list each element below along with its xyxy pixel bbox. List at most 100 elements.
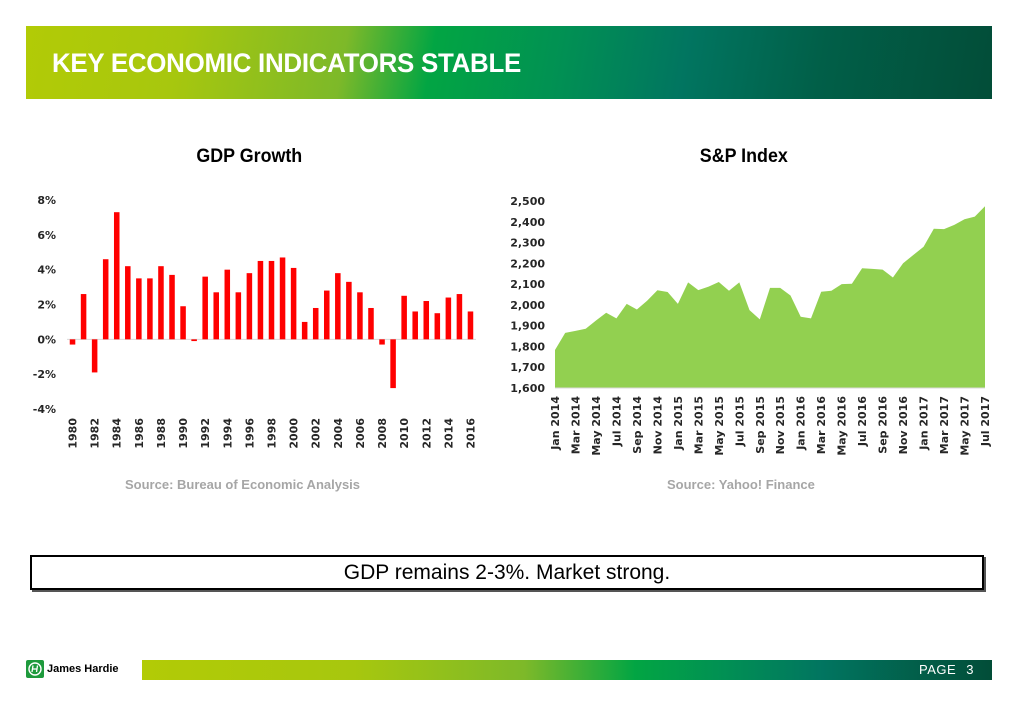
sp-x-tick-label: May 2015 bbox=[713, 396, 726, 456]
summary-text: GDP remains 2-3%. Market strong. bbox=[343, 560, 671, 584]
gdp-y-tick-label: -2% bbox=[33, 368, 56, 381]
sp-y-tick-label: 1,800 bbox=[510, 340, 545, 353]
brand-name: James Hardie bbox=[47, 663, 119, 675]
sp-x-tick-label: Sep 2014 bbox=[631, 396, 644, 454]
gdp-y-tick-label: 0% bbox=[37, 333, 56, 346]
gdp-x-tick-label: 1988 bbox=[155, 418, 168, 449]
gdp-bar-1993 bbox=[213, 292, 219, 340]
gdp-x-tick-label: 2012 bbox=[420, 418, 433, 449]
gdp-bar-2001 bbox=[301, 321, 308, 340]
gdp-bar-2005 bbox=[346, 281, 352, 340]
sp-x-tick-label: Nov 2016 bbox=[897, 396, 910, 455]
gdp-chart-title: GDP Growth bbox=[196, 146, 303, 167]
gdp-bar-1986 bbox=[136, 278, 142, 340]
sp-x-tick-label: Sep 2015 bbox=[754, 396, 767, 454]
gdp-x-tick-label: 2010 bbox=[398, 418, 411, 449]
gdp-bar-2015 bbox=[456, 294, 463, 340]
gdp-x-tick-label: 2000 bbox=[288, 418, 301, 449]
sp-x-tick-label: Mar 2015 bbox=[692, 396, 705, 454]
sp-x-tick-label: Jul 2016 bbox=[856, 396, 869, 447]
sp-area-series bbox=[555, 206, 985, 388]
gdp-bar-2009 bbox=[390, 339, 396, 389]
gdp-bar-1985 bbox=[125, 266, 131, 340]
sp-x-tick-label: Nov 2014 bbox=[651, 396, 664, 455]
sp-y-tick-label: 2,300 bbox=[510, 237, 545, 250]
gdp-bar-1989 bbox=[169, 274, 175, 340]
gdp-x-tick-label: 2004 bbox=[332, 418, 345, 449]
gdp-y-tick-label: 4% bbox=[37, 264, 56, 277]
gdp-bar-1998 bbox=[268, 260, 275, 340]
sp-x-tick-label: Mar 2016 bbox=[815, 396, 828, 455]
sp-y-tick-label: 1,900 bbox=[510, 320, 545, 333]
gdp-x-tick-label: 2014 bbox=[442, 418, 455, 449]
gdp-bar-2011 bbox=[412, 311, 418, 340]
sp-y-tick-label: 2,500 bbox=[510, 195, 545, 208]
gdp-bar-2000 bbox=[290, 267, 297, 340]
gdp-x-tick-label: 1996 bbox=[243, 418, 256, 449]
sp-x-tick-label: Mar 2017 bbox=[938, 396, 951, 454]
sp-x-tick-label: Jan 2014 bbox=[549, 396, 562, 451]
gdp-x-tick-label: 1986 bbox=[133, 418, 146, 449]
gdp-bar-1987 bbox=[147, 278, 153, 340]
gdp-bar-2008 bbox=[379, 339, 385, 345]
gdp-bar-2016 bbox=[467, 311, 474, 340]
gdp-x-tick-label: 1998 bbox=[266, 418, 279, 449]
sp-x-tick-label: Jan 2017 bbox=[918, 396, 931, 451]
gdp-y-tick-label: 6% bbox=[37, 229, 56, 242]
gdp-bar-2002 bbox=[312, 307, 319, 340]
gdp-bar-1983 bbox=[102, 259, 109, 340]
sp-chart-title: S&P Index bbox=[699, 146, 788, 167]
sp-y-tick-label: 2,400 bbox=[510, 216, 545, 229]
gdp-bar-2003 bbox=[324, 290, 330, 340]
sp-y-tick-label: 2,100 bbox=[510, 278, 545, 291]
gdp-y-tick-label: 8% bbox=[37, 194, 56, 207]
james-hardie-logo: James Hardie bbox=[26, 660, 119, 678]
page-number: PAGE 3 bbox=[918, 662, 974, 677]
gdp-source-label: Source: Bureau of Economic Analysis bbox=[125, 477, 361, 492]
gdp-bar-1992 bbox=[202, 276, 208, 340]
gdp-x-tick-label: 1982 bbox=[89, 418, 102, 449]
sp-x-tick-label: Jul 2014 bbox=[610, 396, 623, 447]
gdp-bar-2013 bbox=[434, 313, 441, 340]
sp-x-tick-label: Sep 2016 bbox=[877, 396, 890, 454]
gdp-bar-2010 bbox=[401, 295, 407, 340]
sp-x-tick-label: Mar 2014 bbox=[569, 396, 582, 455]
gdp-bar-1982 bbox=[91, 339, 98, 373]
gdp-x-tick-label: 2016 bbox=[464, 418, 477, 449]
sp-source-label: Source: Yahoo! Finance bbox=[667, 477, 815, 492]
gdp-x-tick-label: 1984 bbox=[111, 418, 124, 449]
gdp-bar-1981 bbox=[80, 294, 87, 340]
gdp-bar-1980 bbox=[69, 339, 76, 345]
gdp-x-tick-label: 2008 bbox=[376, 418, 389, 449]
gdp-x-tick-label: 1992 bbox=[199, 418, 212, 449]
summary-callout: GDP remains 2-3%. Market strong. bbox=[30, 555, 984, 590]
gdp-x-tick-label: 2006 bbox=[354, 418, 367, 449]
james-hardie-logo-icon bbox=[26, 660, 44, 678]
gdp-bar-2012 bbox=[423, 301, 430, 340]
sp-x-tick-label: Nov 2015 bbox=[774, 396, 787, 454]
gdp-x-tick-label: 1990 bbox=[177, 418, 190, 449]
gdp-bar-2006 bbox=[357, 292, 363, 340]
sp-x-tick-label: Jul 2015 bbox=[733, 396, 746, 447]
header-banner: KEY ECONOMIC INDICATORS STABLE bbox=[26, 26, 992, 99]
gdp-x-tick-label: 2002 bbox=[310, 418, 323, 449]
sp-x-tick-label: Jan 2015 bbox=[672, 396, 685, 451]
gdp-x-tick-label: 1994 bbox=[221, 418, 234, 449]
gdp-y-tick-label: 2% bbox=[37, 299, 56, 312]
gdp-bar-1999 bbox=[279, 257, 286, 340]
gdp-y-tick-label: -4% bbox=[33, 403, 56, 416]
sp-y-tick-label: 2,000 bbox=[510, 299, 545, 312]
gdp-bar-1988 bbox=[158, 266, 164, 340]
gdp-bar-2007 bbox=[368, 307, 374, 340]
gdp-bar-2004 bbox=[335, 273, 341, 340]
sp-x-tick-label: Jul 2017 bbox=[979, 396, 992, 447]
sp-y-tick-label: 1,600 bbox=[510, 382, 545, 395]
gdp-bar-1990 bbox=[180, 306, 186, 340]
page-title: KEY ECONOMIC INDICATORS STABLE bbox=[52, 48, 522, 78]
sp-x-tick-label: Jan 2016 bbox=[795, 396, 808, 451]
gdp-x-tick-label: 1980 bbox=[67, 418, 80, 449]
sp-y-tick-label: 1,700 bbox=[510, 361, 545, 374]
gdp-bar-1997 bbox=[257, 260, 264, 340]
